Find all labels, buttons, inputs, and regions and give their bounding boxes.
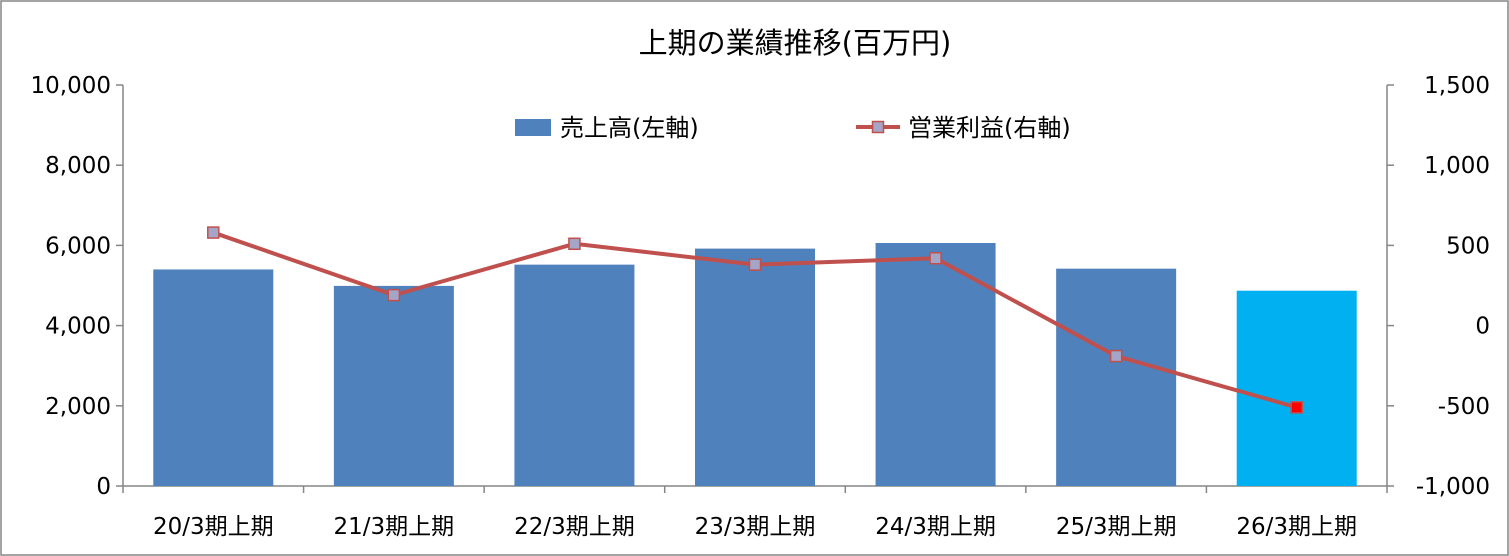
- x-tick-label: 20/3期上期: [153, 514, 274, 540]
- line-point: [568, 237, 581, 251]
- y-left-tick-label: 10,000: [31, 73, 111, 99]
- x-tick-label: 21/3期上期: [334, 514, 455, 540]
- y-right-tick-label: -1,000: [1416, 474, 1490, 500]
- line-point: [1109, 349, 1123, 363]
- y-right-tick-label: 1,000: [1424, 153, 1490, 179]
- line-point: [748, 258, 762, 271]
- y-left-tick-label: 8,000: [45, 153, 111, 179]
- y-right-tick-label: 500: [1446, 233, 1490, 259]
- x-tick-label: 25/3期上期: [1056, 514, 1177, 540]
- line-point: [929, 251, 942, 265]
- bar: [1236, 290, 1357, 486]
- axes-group: 0 2,000 4,000 6,000 8,000 10,000 -1,000 -500 0 50…: [31, 73, 1490, 540]
- chart-title: 上期の業績推移(百万円): [639, 26, 952, 60]
- y-right-tick-label: 1,500: [1424, 73, 1490, 99]
- legend-swatch-marker: [871, 120, 885, 134]
- line-series-group: [207, 226, 1303, 414]
- x-tick-label: 24/3期上期: [875, 514, 996, 540]
- legend-label-sales: 売上高(左軸): [560, 114, 699, 142]
- y-right-tick-label: -500: [1438, 394, 1490, 420]
- x-tick-label: 26/3期上期: [1236, 514, 1357, 540]
- bar: [1056, 268, 1177, 486]
- x-tick-label: 23/3期上期: [695, 514, 816, 540]
- bar: [333, 285, 454, 486]
- line-point: [207, 226, 220, 239]
- y-left-tick-label: 0: [96, 474, 111, 500]
- x-tick-label: 22/3期上期: [514, 514, 635, 540]
- legend-swatch-bar: [515, 119, 551, 136]
- bar: [695, 248, 815, 486]
- legend: 売上高(左軸) 営業利益(右軸): [515, 114, 1071, 142]
- bar: [875, 242, 996, 486]
- bar: [153, 269, 274, 486]
- y-left-tick-label: 6,000: [45, 233, 111, 259]
- legend-label-profit: 営業利益(右軸): [908, 114, 1071, 142]
- y-right-tick-label: 0: [1475, 314, 1490, 340]
- y-left-tick-label: 2,000: [45, 394, 111, 420]
- bars-group: [153, 242, 1357, 486]
- y-left-tick-label: 4,000: [45, 314, 111, 340]
- line-point: [387, 288, 401, 302]
- line-point: [1290, 401, 1303, 414]
- bar: [514, 264, 635, 486]
